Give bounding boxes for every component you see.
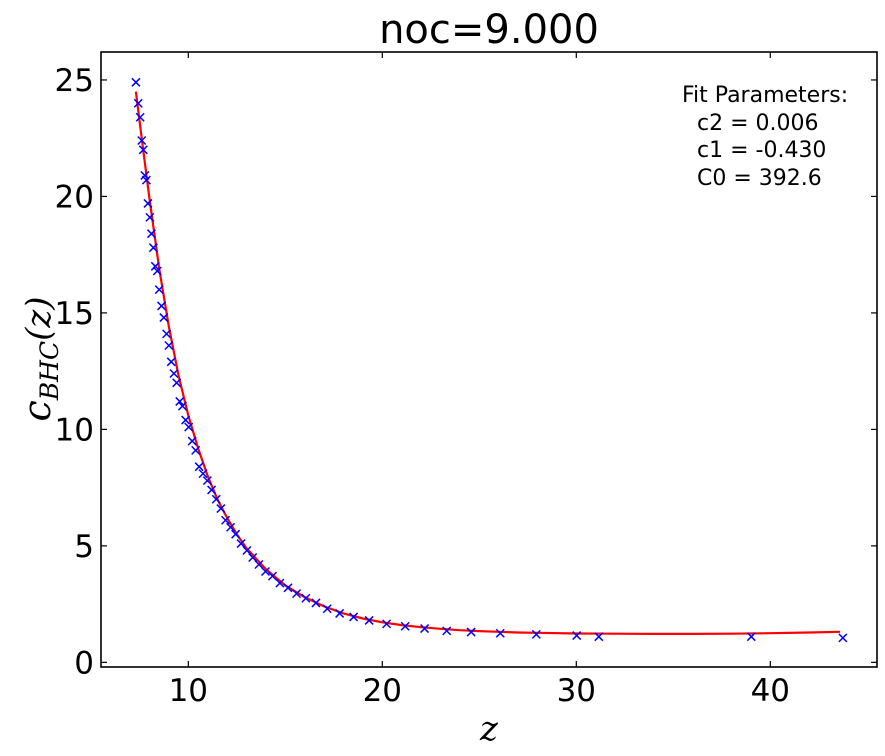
x-tick-label: 20 bbox=[363, 673, 402, 709]
data-point bbox=[169, 368, 179, 379]
data-point bbox=[143, 198, 153, 208]
data-point bbox=[172, 378, 182, 388]
data-point bbox=[349, 612, 359, 622]
data-point bbox=[216, 504, 226, 514]
data-point bbox=[292, 589, 302, 599]
data-point bbox=[146, 229, 156, 239]
plot-frame bbox=[100, 51, 878, 668]
data-point bbox=[135, 112, 145, 122]
y-tick-label: 25 bbox=[55, 63, 94, 99]
data-point bbox=[231, 529, 241, 539]
data-point bbox=[177, 401, 188, 411]
x-tick-label: 40 bbox=[751, 673, 790, 709]
data-point bbox=[495, 628, 505, 638]
data-point bbox=[138, 145, 148, 155]
x-tick-label: 10 bbox=[169, 673, 208, 709]
data-point bbox=[141, 175, 151, 185]
x-tick-label: 30 bbox=[557, 673, 596, 709]
y-axis-label-base: c bbox=[15, 400, 59, 421]
data-point bbox=[260, 566, 271, 577]
axis-ticks: 10 20 30 40 0 5 10 15 20 25 bbox=[55, 52, 877, 709]
data-point bbox=[164, 340, 174, 351]
data-point bbox=[166, 357, 176, 367]
data-point bbox=[145, 212, 155, 222]
data-point bbox=[150, 261, 160, 271]
data-point bbox=[198, 469, 208, 479]
data-point bbox=[838, 633, 848, 643]
y-tick-label: 20 bbox=[55, 179, 94, 215]
data-point bbox=[131, 77, 141, 87]
data-point bbox=[148, 243, 158, 253]
y-axis-label-tail: (z) bbox=[19, 296, 59, 340]
y-axis-label-subscript: BHC bbox=[35, 341, 64, 401]
data-point bbox=[531, 629, 541, 639]
data-point bbox=[311, 598, 321, 608]
y-axis-label: cBHC(z) bbox=[15, 296, 64, 421]
data-point bbox=[159, 313, 169, 323]
y-tick-label: 10 bbox=[55, 412, 94, 448]
data-point bbox=[133, 98, 143, 108]
data-point bbox=[442, 626, 452, 636]
data-point bbox=[322, 604, 332, 614]
data-point bbox=[335, 608, 345, 618]
data-point bbox=[226, 522, 236, 532]
data-point bbox=[194, 462, 204, 472]
fit-parameters-heading: Fit Parameters: bbox=[682, 83, 848, 108]
data-point bbox=[594, 632, 604, 642]
plot-area bbox=[131, 77, 848, 643]
fit-parameters-box: Fit Parameters: c2 = 0.006 c1 = -0.430 C… bbox=[682, 83, 848, 191]
data-point bbox=[242, 545, 252, 556]
data-point bbox=[572, 631, 582, 641]
y-tick-label: 0 bbox=[74, 645, 94, 681]
data-point bbox=[254, 559, 264, 570]
chart-title: noc=9.000 bbox=[379, 7, 599, 53]
data-point bbox=[301, 593, 311, 603]
data-point bbox=[746, 632, 756, 642]
data-point bbox=[207, 485, 217, 495]
fit-parameter-c0: C0 = 392.6 bbox=[697, 166, 822, 191]
fit-curve-line bbox=[134, 91, 841, 636]
y-tick-label: 5 bbox=[74, 529, 94, 565]
y-tick-label: 15 bbox=[55, 296, 94, 332]
fit-parameter-c2: c2 = 0.006 bbox=[697, 111, 819, 136]
data-point bbox=[275, 578, 285, 588]
data-point bbox=[211, 494, 221, 504]
data-point bbox=[221, 515, 231, 525]
data-point bbox=[152, 266, 162, 276]
data-point bbox=[184, 422, 194, 432]
data-point bbox=[267, 571, 278, 581]
data-point bbox=[400, 621, 410, 631]
data-point bbox=[283, 583, 293, 593]
data-point bbox=[137, 135, 147, 146]
data-point bbox=[154, 285, 164, 295]
data-point bbox=[191, 445, 201, 455]
data-point bbox=[382, 619, 392, 629]
data-point bbox=[181, 415, 191, 425]
data-point bbox=[162, 329, 172, 339]
data-point bbox=[156, 301, 167, 311]
fit-parameter-c1: c1 = -0.430 bbox=[697, 138, 826, 163]
data-point bbox=[202, 476, 212, 486]
data-point bbox=[187, 436, 197, 446]
data-point bbox=[466, 627, 476, 637]
x-axis-label: z bbox=[479, 709, 499, 749]
data-point bbox=[175, 396, 185, 406]
data-point bbox=[236, 539, 246, 549]
data-point bbox=[420, 624, 430, 634]
data-point bbox=[364, 615, 374, 625]
